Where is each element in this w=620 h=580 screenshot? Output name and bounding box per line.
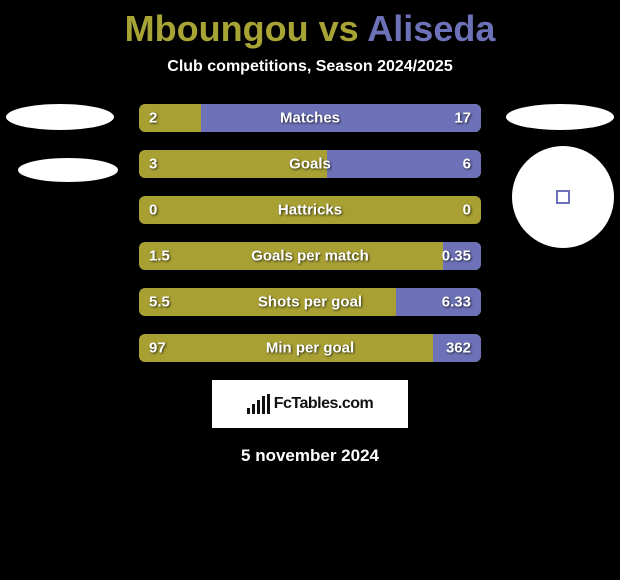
stat-left-value: 5.5: [149, 294, 170, 311]
player2-badge-circle: [512, 146, 614, 248]
stats-bars: 2 Matches 17 3 Goals 6 0 Hattricks 0 1.5 Goals per…: [139, 104, 481, 362]
logo-text: FcTables.com: [274, 395, 374, 413]
stat-row-shots-per-goal: 5.5 Shots per goal 6.33: [139, 288, 481, 316]
stat-left-value: 97: [149, 340, 166, 357]
stat-right-value: 0.35: [442, 248, 471, 265]
stat-left-value: 1.5: [149, 248, 170, 265]
date-text: 5 november 2024: [0, 446, 620, 466]
stat-label: Shots per goal: [258, 294, 362, 311]
stat-fill-right: [201, 104, 481, 132]
stat-row-hattricks: 0 Hattricks 0: [139, 196, 481, 224]
comparison-title: Mboungou vs Aliseda: [0, 0, 620, 50]
stat-row-min-per-goal: 97 Min per goal 362: [139, 334, 481, 362]
content-area: 2 Matches 17 3 Goals 6 0 Hattricks 0 1.5 Goals per…: [0, 104, 620, 466]
stat-label: Matches: [280, 110, 340, 127]
placeholder-icon: [556, 190, 570, 204]
stat-right-value: 6.33: [442, 294, 471, 311]
stat-row-matches: 2 Matches 17: [139, 104, 481, 132]
stat-right-value: 0: [463, 202, 471, 219]
logo-bars-icon: [247, 394, 270, 414]
fctables-logo[interactable]: FcTables.com: [212, 380, 408, 428]
stat-label: Min per goal: [266, 340, 354, 357]
stat-right-value: 6: [463, 156, 471, 173]
subtitle: Club competitions, Season 2024/2025: [0, 58, 620, 76]
stat-left-value: 0: [149, 202, 157, 219]
player1-avatar-placeholder-2: [18, 158, 118, 182]
stat-left-value: 3: [149, 156, 157, 173]
stat-right-value: 17: [454, 110, 471, 127]
player2-name: Aliseda: [367, 8, 495, 49]
stat-label: Goals per match: [251, 248, 369, 265]
player2-avatar-placeholder-1: [506, 104, 614, 130]
player1-avatar-placeholder-1: [6, 104, 114, 130]
player1-name: Mboungou: [125, 8, 309, 49]
stat-fill-right: [327, 150, 481, 178]
stat-row-goals: 3 Goals 6: [139, 150, 481, 178]
stat-label: Goals: [289, 156, 331, 173]
stat-left-value: 2: [149, 110, 157, 127]
stat-label: Hattricks: [278, 202, 342, 219]
vs-text: vs: [319, 8, 359, 49]
stat-right-value: 362: [446, 340, 471, 357]
stat-row-goals-per-match: 1.5 Goals per match 0.35: [139, 242, 481, 270]
